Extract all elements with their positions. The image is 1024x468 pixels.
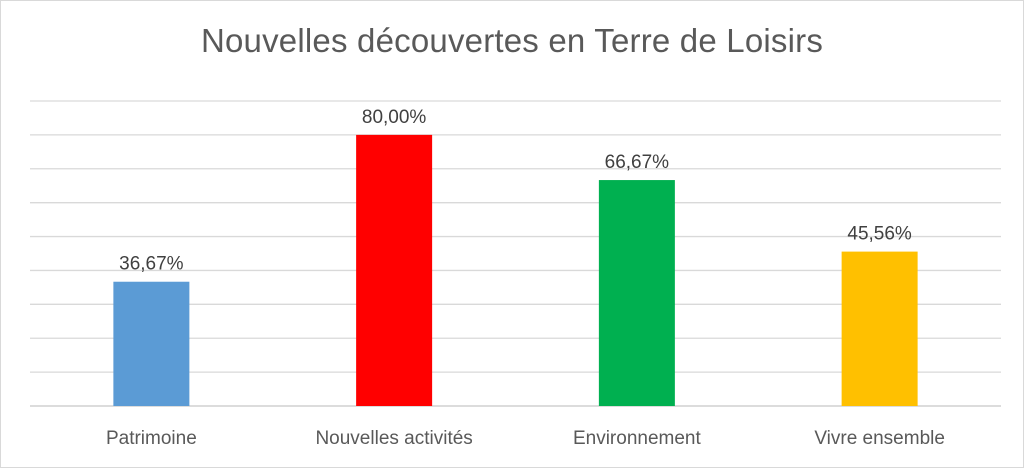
data-label: 80,00% — [362, 107, 427, 128]
chart-title: Nouvelles découvertes en Terre de Loisir… — [200, 22, 824, 59]
data-label: 66,67% — [605, 152, 670, 173]
gridlines — [30, 100, 1001, 407]
category-labels: Patrimoine Nouvelles activités Environneme… — [106, 428, 945, 449]
data-label: 36,67% — [119, 254, 184, 275]
category-label: Environnement — [573, 428, 702, 449]
bar-vivre-ensemble — [841, 251, 918, 406]
category-label: Vivre ensemble — [814, 428, 945, 449]
category-label: Patrimoine — [106, 428, 197, 449]
bars — [113, 134, 918, 406]
bar-environnement — [598, 180, 675, 406]
data-label: 45,56% — [847, 224, 912, 245]
category-label: Nouvelles activités — [315, 428, 472, 449]
data-labels: 36,67% 80,00% 66,67% 45,56% — [119, 107, 912, 275]
bar-nouvelles-activités — [356, 134, 433, 406]
bar-patrimoine — [113, 281, 190, 406]
